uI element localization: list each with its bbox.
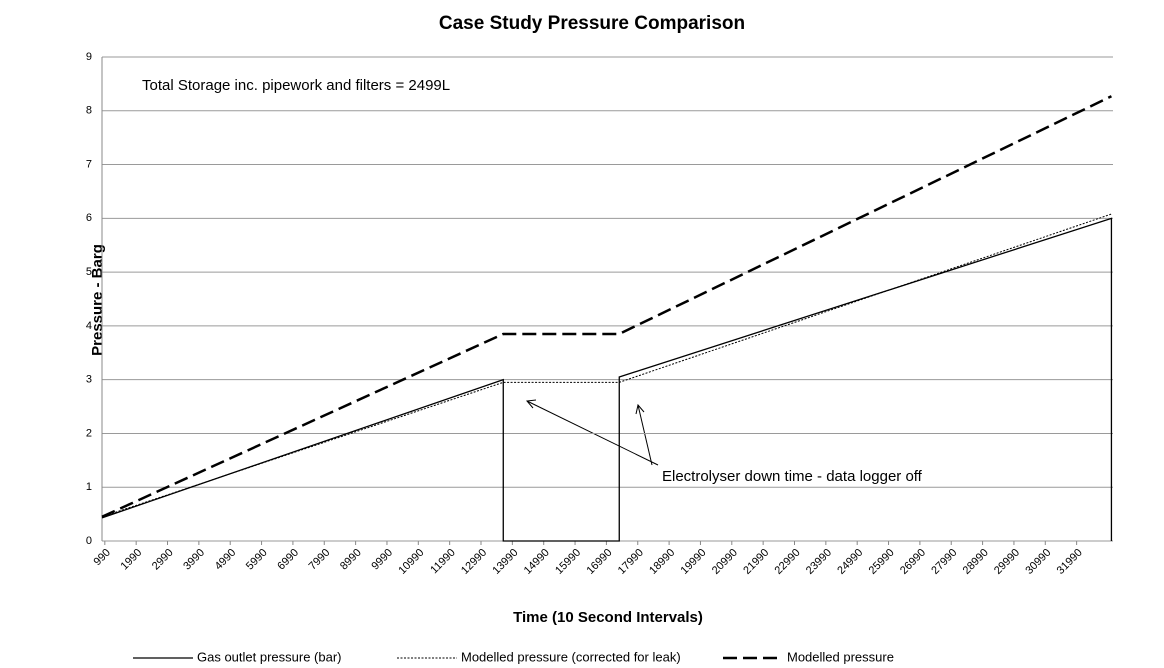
x-tick-label: 6990	[275, 547, 301, 573]
y-tick-label: 2	[86, 427, 92, 439]
legend-label: Modelled pressure (corrected for leak)	[461, 649, 681, 664]
y-tick-label: 3	[86, 374, 92, 386]
x-tick-label: 18990	[647, 547, 677, 577]
x-tick-label: 26990	[898, 547, 928, 577]
y-tick-label: 1	[86, 481, 92, 493]
x-tick-label: 11990	[428, 547, 458, 577]
x-tick-label: 7990	[307, 547, 333, 573]
x-tick-label: 19990	[679, 547, 709, 577]
annotation: Electrolyser down time - data logger off	[662, 468, 923, 485]
x-tick-label: 14990	[522, 547, 552, 577]
y-tick-label: 7	[86, 158, 92, 170]
x-tick-label: 21990	[741, 547, 771, 577]
series-line	[101, 213, 1112, 518]
x-tick-label: 17990	[616, 547, 646, 577]
x-tick-label: 22990	[773, 547, 803, 577]
x-tick-label: 25990	[867, 547, 897, 577]
x-tick-label: 5990	[244, 547, 270, 573]
x-tick-label: 15990	[553, 547, 583, 577]
x-tick-label: 10990	[396, 547, 426, 577]
annotation: Total Storage inc. pipework and filters …	[142, 77, 450, 94]
y-tick-label: 4	[86, 320, 92, 332]
x-tick-label: 13990	[490, 547, 520, 577]
x-axis-label: Time (10 Second Intervals)	[513, 609, 703, 626]
x-tick-label: 31990	[1055, 547, 1085, 577]
x-tick-label: 2990	[150, 547, 176, 573]
x-tick-label: 27990	[929, 547, 959, 577]
x-tick-label: 20990	[710, 547, 740, 577]
x-tick-label: 30990	[1023, 547, 1053, 577]
x-tick-label: 8990	[338, 547, 364, 573]
series-line	[101, 217, 1113, 542]
y-tick-label: 8	[86, 105, 92, 117]
y-axis-label: Pressure - Barg	[89, 244, 106, 356]
legend-label: Modelled pressure	[787, 649, 894, 664]
y-tick-label: 5	[86, 266, 92, 278]
legend-label: Gas outlet pressure (bar)	[197, 649, 342, 664]
y-tick-label: 0	[86, 535, 92, 547]
y-tick-label: 9	[86, 51, 92, 63]
x-tick-label: 3990	[181, 547, 207, 573]
chart-title: Case Study Pressure Comparison	[439, 13, 745, 34]
x-tick-label: 990	[92, 547, 113, 568]
x-tick-label: 4990	[213, 547, 239, 573]
x-tick-label: 12990	[459, 547, 489, 577]
series-line	[101, 95, 1112, 518]
y-tick-label: 6	[86, 212, 92, 224]
x-tick-label: 24990	[835, 547, 865, 577]
x-tick-label: 16990	[584, 547, 614, 577]
x-tick-label: 9990	[369, 547, 395, 573]
x-tick-label: 28990	[961, 547, 991, 577]
x-tick-label: 1990	[119, 547, 145, 573]
x-tick-label: 23990	[804, 547, 834, 577]
annotation-arrows	[526, 399, 659, 466]
x-tick-label: 29990	[992, 547, 1022, 577]
